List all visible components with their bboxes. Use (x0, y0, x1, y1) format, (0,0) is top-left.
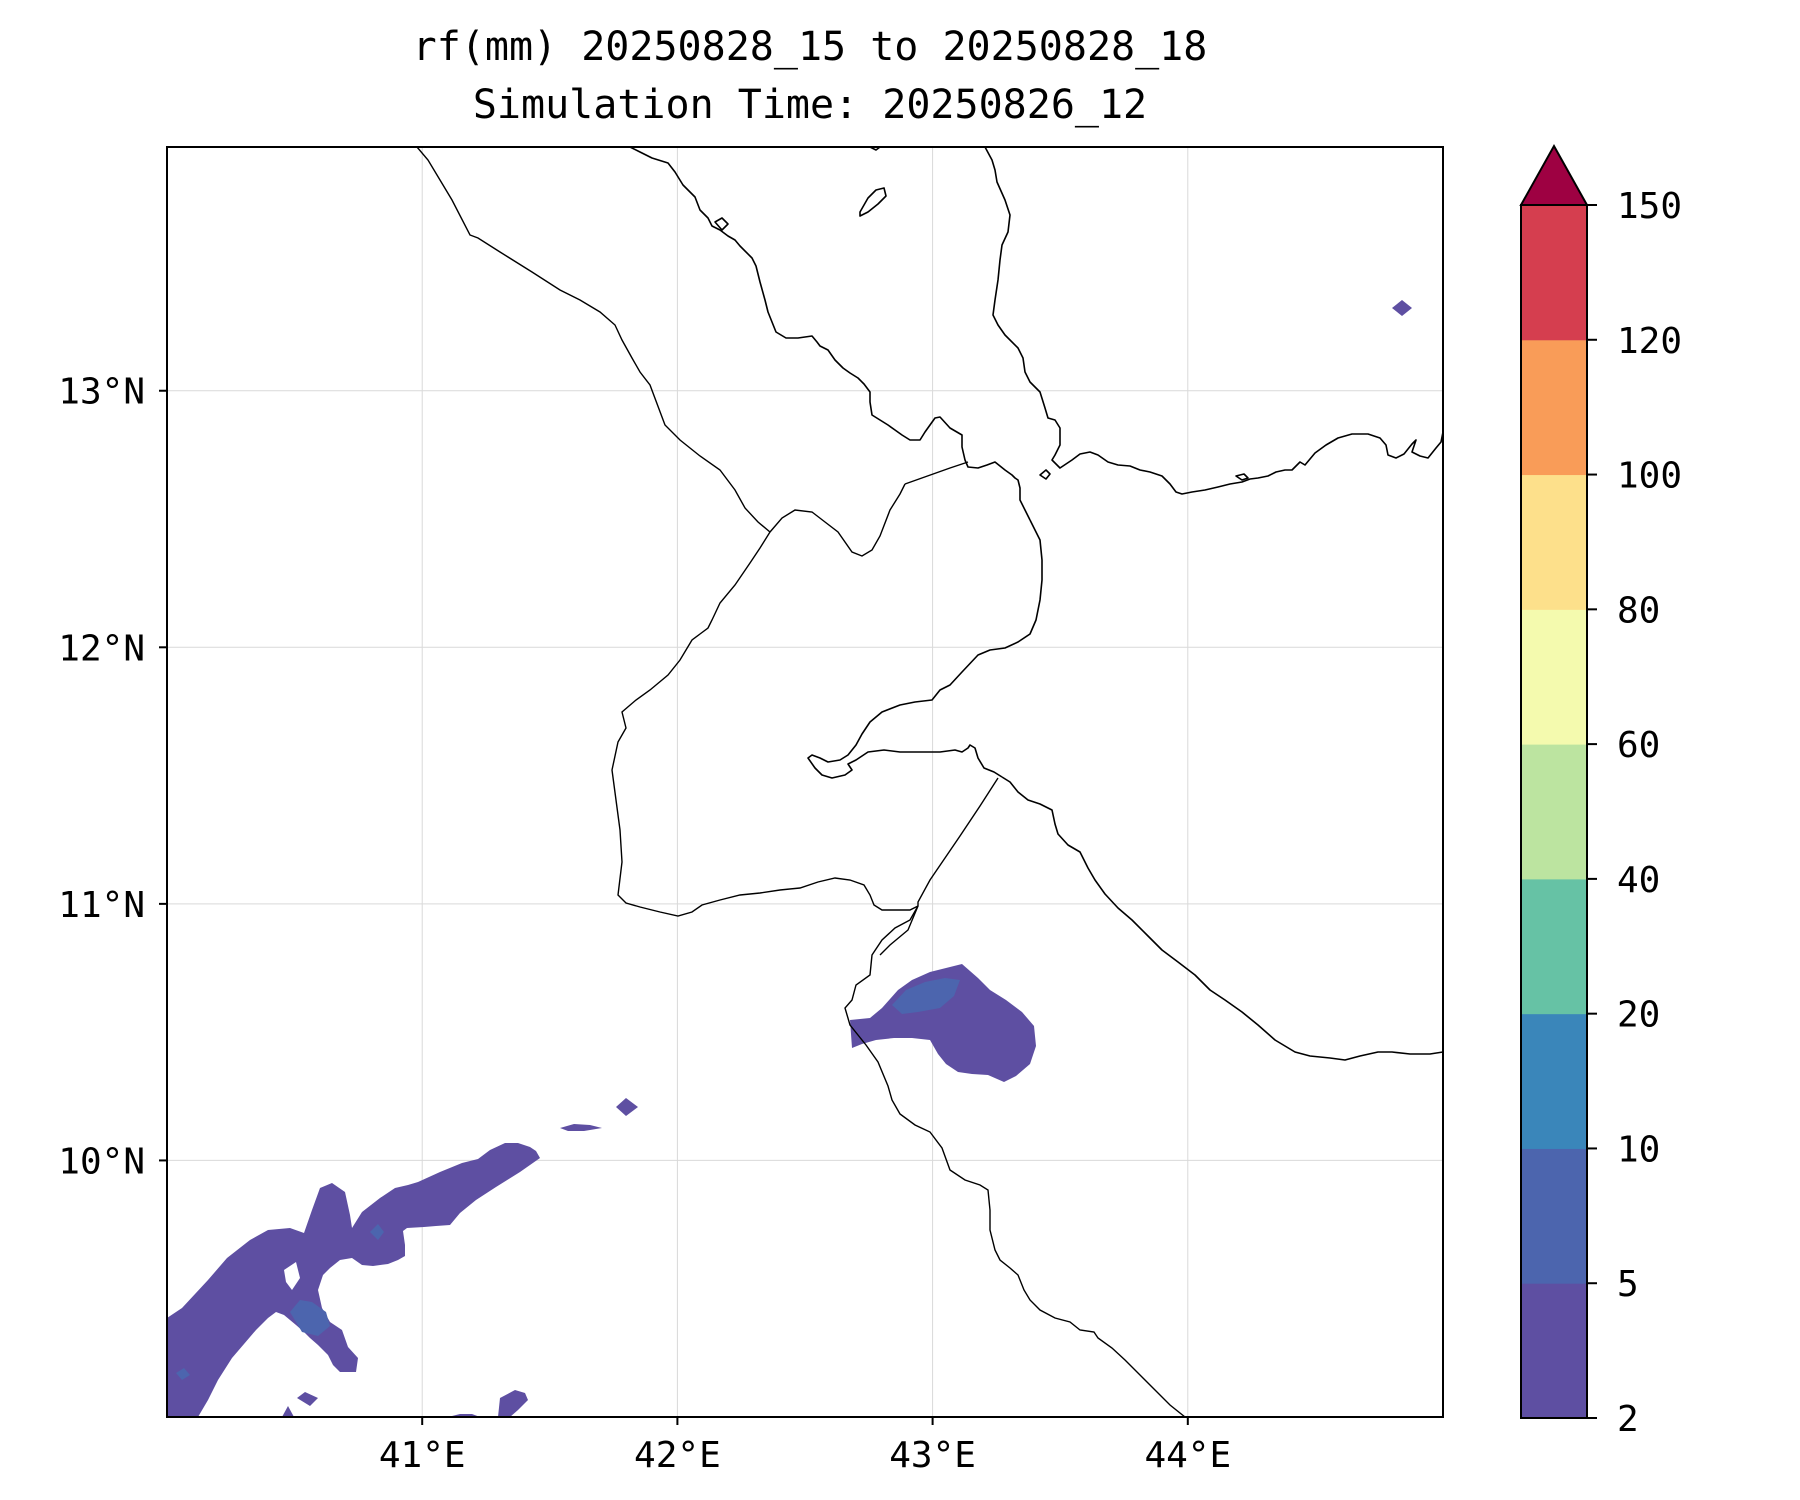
colorbar-label-2: 2 (1617, 1399, 1639, 1440)
coastlines-and-borders (416, 147, 1443, 1417)
colorbar-label-120: 120 (1617, 321, 1682, 362)
colorbar-segment-5 (1521, 609, 1587, 745)
tick-label-lat-10: 10°N (58, 1141, 145, 1182)
colorbar-label-80: 80 (1617, 590, 1660, 631)
rain-core-3 (176, 1368, 190, 1380)
colorbar-segment-4 (1521, 744, 1587, 880)
rain-area-small-2 (282, 1406, 294, 1417)
colorbar-segments (1521, 205, 1587, 1419)
colorbar-label-20: 20 (1617, 995, 1660, 1036)
colorbar-ticks: 2 5 10 20 40 60 80 100 120 150 (1587, 186, 1682, 1440)
colorbar-segment-8 (1521, 205, 1587, 341)
tick-label-lon-44: 44°E (1144, 1435, 1231, 1476)
border-djibouti-somaliland (844, 777, 1186, 1417)
coastline-eritrea-east (984, 147, 1443, 495)
coastline-eritrea-west (629, 147, 1031, 521)
title-line-2: Simulation Time: 20250826_12 (473, 82, 1147, 128)
rainfall-layer (167, 300, 1412, 1417)
coastline-somaliland (1001, 776, 1443, 1061)
island-small-3 (714, 217, 729, 231)
tick-label-lon-42: 42°E (634, 1435, 721, 1476)
tick-label-lon-41: 41°E (379, 1435, 466, 1476)
border-eritrea-ethiopia (416, 147, 771, 533)
tick-label-lat-12: 12°N (58, 628, 145, 669)
rain-area-small-5 (560, 1124, 602, 1131)
colorbar-label-60: 60 (1617, 725, 1660, 766)
rain-core-2 (370, 1224, 384, 1240)
colorbar-label-40: 40 (1617, 860, 1660, 901)
map-ticks: 41°E 42°E 43°E 44°E 10°N 11°N 12°N 13°N (58, 372, 1231, 1476)
title-line-1: rf(mm) 20250828_15 to 20250828_18 (413, 24, 1208, 70)
rain-area-small-6 (616, 1098, 638, 1116)
colorbar-segment-1 (1521, 1148, 1587, 1284)
rain-area-small-1 (297, 1392, 318, 1406)
colorbar: 2 5 10 20 40 60 80 100 120 150 (1519, 143, 1682, 1440)
colorbar-segment-3 (1521, 878, 1587, 1015)
rain-core-1 (290, 1300, 330, 1336)
border-djibouti-south (879, 905, 919, 956)
colorbar-segment-6 (1521, 474, 1587, 610)
tick-label-lat-11: 11°N (58, 885, 145, 926)
island-dahlak (859, 187, 887, 217)
tick-label-lon-43: 43°E (889, 1435, 976, 1476)
rain-area-central (850, 964, 1036, 1082)
tick-label-lat-13: 13°N (58, 372, 145, 413)
map-area: 41°E 42°E 43°E 44°E 10°N 11°N 12°N 13°N (58, 146, 1444, 1476)
colorbar-extend-arrow (1519, 143, 1589, 206)
colorbar-frame (1520, 204, 1588, 1419)
rain-area-southwest (167, 1143, 540, 1417)
colorbar-label-150: 150 (1617, 186, 1682, 227)
map-frame (166, 146, 1444, 1418)
gridlines (167, 147, 1443, 1417)
border-eritrea-djibouti (904, 461, 969, 485)
coastline-djibouti (807, 519, 1043, 779)
colorbar-label-10: 10 (1617, 1129, 1660, 1170)
colorbar-segment-0 (1521, 1283, 1587, 1419)
rain-area-small-3 (498, 1390, 528, 1417)
island-small-red-sea (1039, 469, 1051, 480)
colorbar-segment-7 (1521, 339, 1587, 476)
border-ethiopia-djibouti (611, 483, 919, 917)
colorbar-label-5: 5 (1617, 1264, 1639, 1305)
island-small-2 (1235, 473, 1249, 481)
colorbar-label-100: 100 (1617, 456, 1682, 497)
rain-gap-1 (284, 1262, 300, 1290)
rain-area-northeast (1392, 300, 1412, 316)
rain-core-central (892, 978, 960, 1014)
colorbar-segment-2 (1521, 1013, 1587, 1149)
